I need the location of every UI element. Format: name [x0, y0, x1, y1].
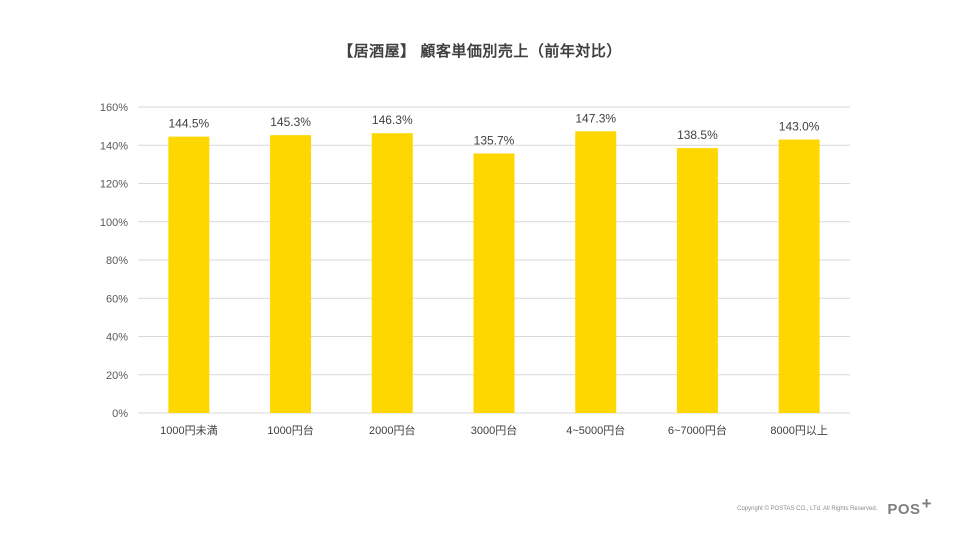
data-label: 138.5%: [677, 128, 718, 142]
logo-plus: +: [921, 494, 932, 513]
pos-plus-logo: POS+: [887, 494, 932, 519]
y-tick-label: 100%: [100, 217, 128, 229]
data-label: 135.7%: [474, 133, 515, 147]
y-tick-label: 40%: [106, 332, 128, 344]
data-label: 147.3%: [575, 111, 616, 125]
data-label: 146.3%: [372, 113, 413, 127]
x-tick-label: 1000円未満: [160, 424, 217, 437]
bars: [168, 131, 820, 414]
bar: [778, 139, 820, 413]
bar: [168, 136, 210, 414]
bar: [575, 131, 617, 413]
data-label: 144.5%: [169, 117, 210, 131]
bar: [371, 133, 413, 414]
y-tick-label: 0%: [112, 408, 128, 420]
y-tick-label: 20%: [106, 370, 128, 382]
y-axis-labels: 0% 20% 40% 60% 80% 100% 120% 140% 160%: [100, 102, 128, 420]
x-axis-labels: 1000円未満 1000円台 2000円台 3000円台 4~5000円台 6~7000円…: [160, 423, 828, 437]
data-labels: 144.5% 145.3% 146.3% 135.7% 147.3% 138.5% 143.…: [169, 111, 820, 147]
y-tick-label: 140%: [100, 140, 128, 152]
y-tick-label: 160%: [100, 102, 128, 114]
y-tick-label: 80%: [106, 255, 128, 267]
y-tick-label: 60%: [106, 293, 128, 305]
bar: [473, 153, 515, 413]
x-tick-label: 8000円以上: [770, 424, 827, 437]
footer: Copyright © POSTAS CO., LTd. All Rights …: [737, 494, 932, 519]
x-tick-label: 2000円台: [369, 423, 415, 437]
bar: [676, 148, 718, 413]
bar: [270, 135, 312, 413]
x-tick-label: 3000円台: [471, 423, 517, 437]
chart-title: 【居酒屋】 顧客単価別売上（前年対比）: [338, 43, 622, 60]
x-tick-label: 4~5000円台: [566, 423, 625, 437]
logo-text: POS: [887, 501, 921, 518]
data-label: 145.3%: [270, 115, 311, 129]
x-tick-label: 6~7000円台: [668, 423, 727, 437]
x-tick-label: 1000円台: [267, 423, 313, 437]
copyright-text: Copyright © POSTAS CO., LTd. All Rights …: [737, 506, 878, 512]
y-tick-label: 120%: [100, 179, 128, 191]
data-label: 143.0%: [779, 120, 820, 134]
